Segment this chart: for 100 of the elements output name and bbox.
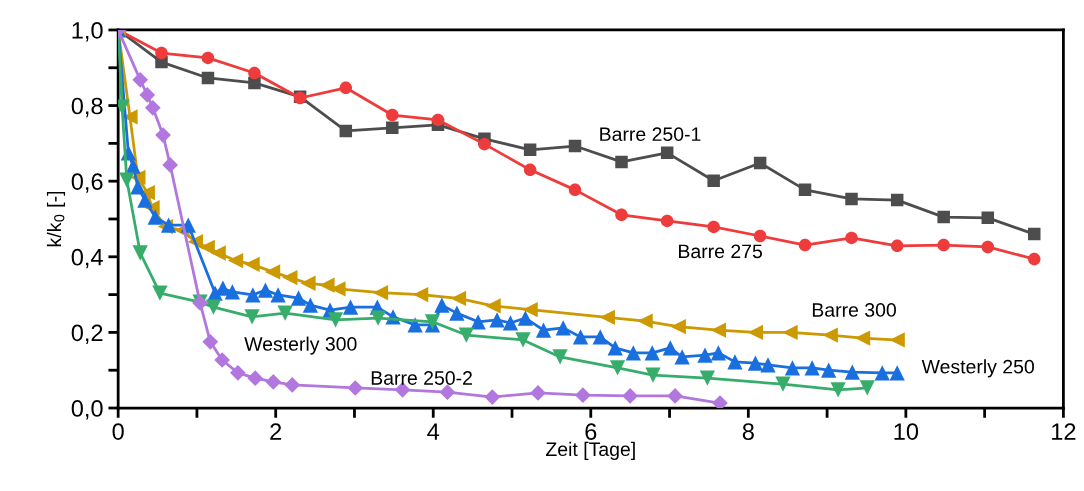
point [747,324,764,341]
point [137,192,153,208]
point [798,183,812,197]
point [645,367,661,383]
x-tick-label: 2 [270,423,282,440]
point [227,252,244,269]
point [147,209,163,225]
point [535,322,552,338]
point [798,238,812,252]
point [552,349,568,365]
point [282,269,298,286]
point [568,139,582,153]
point [937,210,950,224]
point [302,297,318,313]
point [710,345,727,361]
point [132,72,149,88]
point [372,285,389,301]
y-axis-title: k/k$_{0}$ [-] [46,191,66,247]
point [667,388,683,404]
x-axis-title: Zeit [Tage] [546,441,635,460]
point [214,352,230,368]
x-tick-label: 8 [742,423,754,440]
point [458,327,474,343]
point [844,364,860,380]
point [244,256,260,272]
point [290,290,307,306]
point [139,87,156,103]
point [784,360,801,376]
point [327,312,344,328]
point [413,286,429,303]
point [300,275,316,291]
point [937,238,950,252]
point [284,377,301,393]
point [230,365,246,381]
point [489,312,505,328]
point [245,287,261,303]
point [637,313,653,329]
point [162,157,178,173]
point [210,245,226,261]
point [257,282,274,298]
point [431,113,445,127]
point [386,108,399,122]
point [199,239,215,255]
point [854,330,871,346]
point [265,374,282,390]
point [202,334,219,350]
point [224,284,241,300]
point [370,310,386,326]
point [712,395,728,409]
point [710,322,727,338]
point [775,376,791,392]
point [132,245,148,261]
point [201,51,215,65]
point [247,370,264,387]
point [889,365,905,381]
point [244,309,260,325]
series-label: Barre 275 [679,244,762,259]
point [339,81,353,95]
point [822,327,838,343]
series-label: Barre 300 [812,303,896,317]
point [575,387,591,404]
point [727,354,743,370]
point [845,231,858,245]
series-label: Westerly 300 [244,336,357,355]
point [523,163,537,177]
point [644,345,660,361]
y-tick-label: 0,4 [71,248,103,269]
point [599,309,615,325]
point [874,365,890,381]
series-label: Westerly 250 [921,359,1034,378]
point [699,370,715,386]
point [622,388,639,404]
point [697,347,713,363]
point [522,302,538,318]
point [674,349,690,365]
x-tick-label: 12 [1052,423,1076,440]
point [662,340,678,356]
point [753,156,767,170]
point [248,66,261,80]
point [981,211,995,225]
point [609,360,626,376]
point [201,71,215,85]
point [859,380,875,396]
x-tick-label: 10 [894,423,919,440]
point [889,332,905,348]
point [660,146,674,160]
point [568,183,582,197]
y-tick-label: 0,8 [71,97,103,118]
point [1028,252,1041,266]
point [277,305,293,321]
point [386,121,399,135]
y-tick-label: 0,2 [71,324,103,344]
point [484,389,501,405]
x-tick-label: 0 [112,423,124,440]
point [339,124,353,138]
point [517,310,534,326]
y-tick-label: 0,6 [71,173,103,193]
point [485,298,501,314]
point [155,127,171,143]
point [342,299,359,315]
